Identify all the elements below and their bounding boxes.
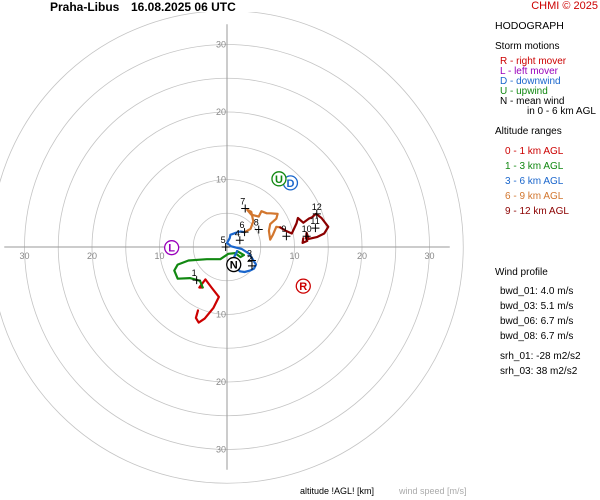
tick-label-east-20: 20	[357, 251, 367, 261]
altitude-mark-5	[221, 243, 230, 251]
altitude-mark-7	[241, 204, 250, 213]
altitude-ranges-title: Altitude ranges	[495, 126, 562, 137]
wind-profile-bwd03: bwd_03: 5.1 m/s	[500, 301, 574, 312]
storm-marker-label-U: U	[275, 174, 283, 186]
tick-label-north-10: 10	[216, 175, 226, 185]
wind-profile-srh01: srh_01: -28 m2/s2	[500, 351, 581, 362]
storm-motions-title: Storm motions	[495, 41, 560, 52]
altitude-mark-1	[192, 276, 201, 285]
altitude-label-4: 4	[235, 228, 240, 238]
tick-label-south-30: 30	[216, 445, 226, 455]
altitude-label-8: 8	[254, 217, 259, 227]
tick-label-south-10: 10	[216, 310, 226, 320]
altitude-mark-10	[302, 232, 311, 241]
altitude-label-7: 7	[240, 197, 245, 207]
tick-label-north-20: 20	[216, 107, 226, 117]
storm-motion-d: D - downwind	[500, 76, 561, 87]
hodograph-segment-0	[194, 278, 220, 324]
altitude-mark-11	[311, 224, 320, 233]
altitude-label-2: 2	[247, 254, 252, 264]
altitude-mark-9	[282, 232, 291, 241]
tick-label-south-20: 20	[216, 377, 226, 387]
altitude-label-6: 6	[240, 220, 245, 230]
storm-motion-r: R - right mover	[500, 56, 567, 67]
altitude-mark-6	[240, 228, 249, 237]
wind-profile-bwd01: bwd_01: 4.0 m/s	[500, 286, 574, 297]
altitude-label-5: 5	[221, 235, 226, 245]
hodograph-title: HODOGRAPH	[495, 20, 564, 32]
altitude-mark-12	[312, 209, 321, 218]
wind-speed-unit-label: wind speed [m/s]	[399, 486, 467, 496]
storm-marker-label-L: L	[168, 243, 175, 255]
storm-marker-label-R: R	[299, 281, 307, 293]
altitude-label-11: 11	[310, 216, 319, 226]
tick-label-west-10: 10	[154, 251, 164, 261]
storm-marker-circle-U	[271, 171, 287, 187]
tick-label-north-30: 30	[216, 40, 226, 50]
altitude-label-3: 3	[247, 249, 252, 259]
altitude-range-3-6: 3 - 6 km AGL	[505, 176, 564, 187]
altitude-unit-label: altitude !AGL! [km]	[300, 486, 375, 496]
storm-marker-circle-R	[295, 278, 311, 294]
hodograph-segment-4	[279, 212, 330, 244]
copyright: CHMI © 2025	[531, 0, 598, 12]
station-title: Praha-Libus	[50, 0, 120, 14]
altitude-range-6-9: 6 - 9 km AGL	[505, 191, 564, 202]
tick-label-west-20: 20	[87, 251, 97, 261]
hodograph-segment-1	[173, 250, 245, 289]
wind-profile-title: Wind profile	[495, 267, 548, 278]
altitude-range-0-1: 0 - 1 km AGL	[505, 146, 564, 157]
tick-label-west-30: 30	[19, 251, 29, 261]
wind-profile-srh03: srh_03: 38 m2/s2	[500, 366, 578, 377]
altitude-label-1: 1	[192, 268, 197, 278]
datetime-title: 16.08.2025 06 UTC	[131, 0, 236, 14]
storm-marker-circle-N	[226, 256, 242, 273]
altitude-mark-8	[254, 225, 263, 234]
storm-marker-circle-L	[163, 240, 180, 256]
grid-ring-35	[0, 12, 464, 484]
altitude-mark-3	[247, 256, 256, 265]
wind-profile-bwd08: bwd_08: 6.7 m/s	[500, 331, 574, 342]
storm-marker-label-N: N	[230, 260, 238, 272]
altitude-label-10: 10	[302, 224, 312, 234]
hodograph-segment-3	[243, 208, 282, 241]
altitude-mark-4	[235, 236, 244, 245]
storm-motion-n-range: in 0 - 6 km AGL	[527, 106, 596, 117]
wind-profile-bwd06: bwd_06: 6.7 m/s	[500, 316, 574, 327]
tick-label-east-30: 30	[424, 251, 434, 261]
altitude-label-9: 9	[281, 224, 286, 234]
tick-label-east-10: 10	[289, 251, 299, 261]
altitude-label-12: 12	[312, 202, 322, 212]
storm-marker-label-D: D	[286, 178, 294, 190]
storm-motion-n: N - mean wind	[500, 96, 565, 107]
altitude-range-9-12: 9 - 12 km AGL	[505, 206, 569, 217]
altitude-range-1-3: 1 - 3 km AGL	[505, 161, 564, 172]
storm-motion-l: L - left mover	[500, 66, 558, 77]
storm-motion-u: U - upwind	[500, 86, 548, 97]
